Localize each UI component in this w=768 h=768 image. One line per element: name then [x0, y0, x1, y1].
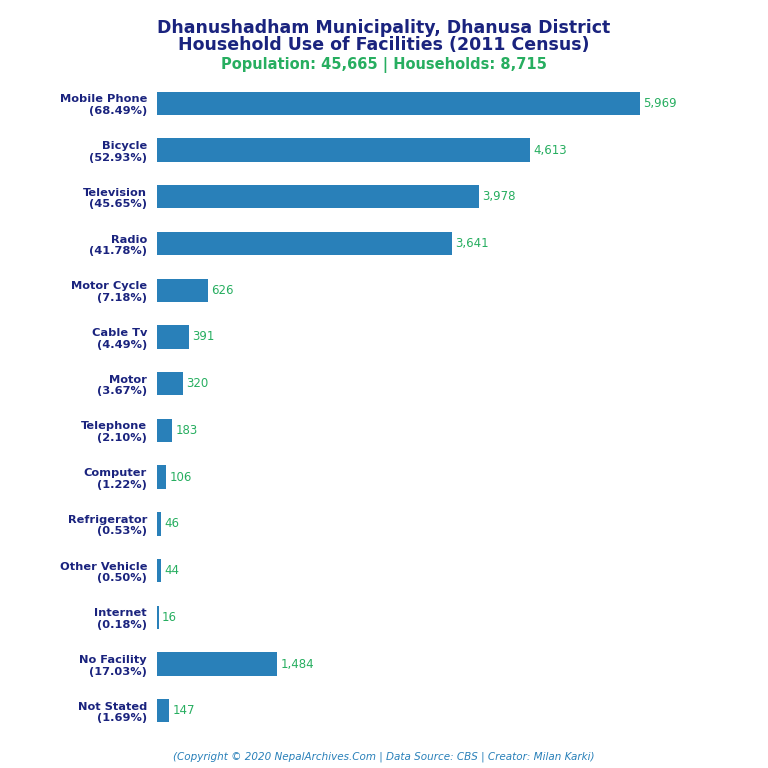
Bar [157, 652, 277, 676]
Bar [157, 559, 161, 582]
Text: 46: 46 [164, 518, 180, 531]
Text: 320: 320 [187, 377, 209, 390]
Text: 626: 626 [211, 283, 233, 296]
Text: Household Use of Facilities (2011 Census): Household Use of Facilities (2011 Census… [178, 36, 590, 54]
Text: 3,641: 3,641 [455, 237, 488, 250]
Text: (Copyright © 2020 NepalArchives.Com | Data Source: CBS | Creator: Milan Karki): (Copyright © 2020 NepalArchives.Com | Da… [174, 751, 594, 762]
Text: 391: 391 [192, 330, 214, 343]
Bar [157, 372, 184, 396]
Bar [157, 465, 166, 488]
Bar [157, 279, 208, 302]
Text: 1,484: 1,484 [280, 657, 314, 670]
Bar [157, 326, 189, 349]
Bar [157, 138, 530, 162]
Bar [157, 512, 161, 535]
Bar [157, 699, 169, 723]
Bar [157, 606, 159, 629]
Text: Population: 45,665 | Households: 8,715: Population: 45,665 | Households: 8,715 [221, 57, 547, 73]
Text: 147: 147 [173, 704, 195, 717]
Text: 44: 44 [164, 564, 179, 577]
Text: 5,969: 5,969 [643, 97, 677, 110]
Text: 4,613: 4,613 [534, 144, 567, 157]
Text: 183: 183 [175, 424, 197, 437]
Text: 3,978: 3,978 [482, 190, 515, 204]
Text: 16: 16 [162, 611, 177, 624]
Text: 106: 106 [169, 471, 191, 484]
Bar [157, 185, 479, 208]
Bar [157, 232, 452, 255]
Bar [157, 91, 640, 115]
Bar [157, 419, 172, 442]
Text: Dhanushadham Municipality, Dhanusa District: Dhanushadham Municipality, Dhanusa Distr… [157, 19, 611, 37]
